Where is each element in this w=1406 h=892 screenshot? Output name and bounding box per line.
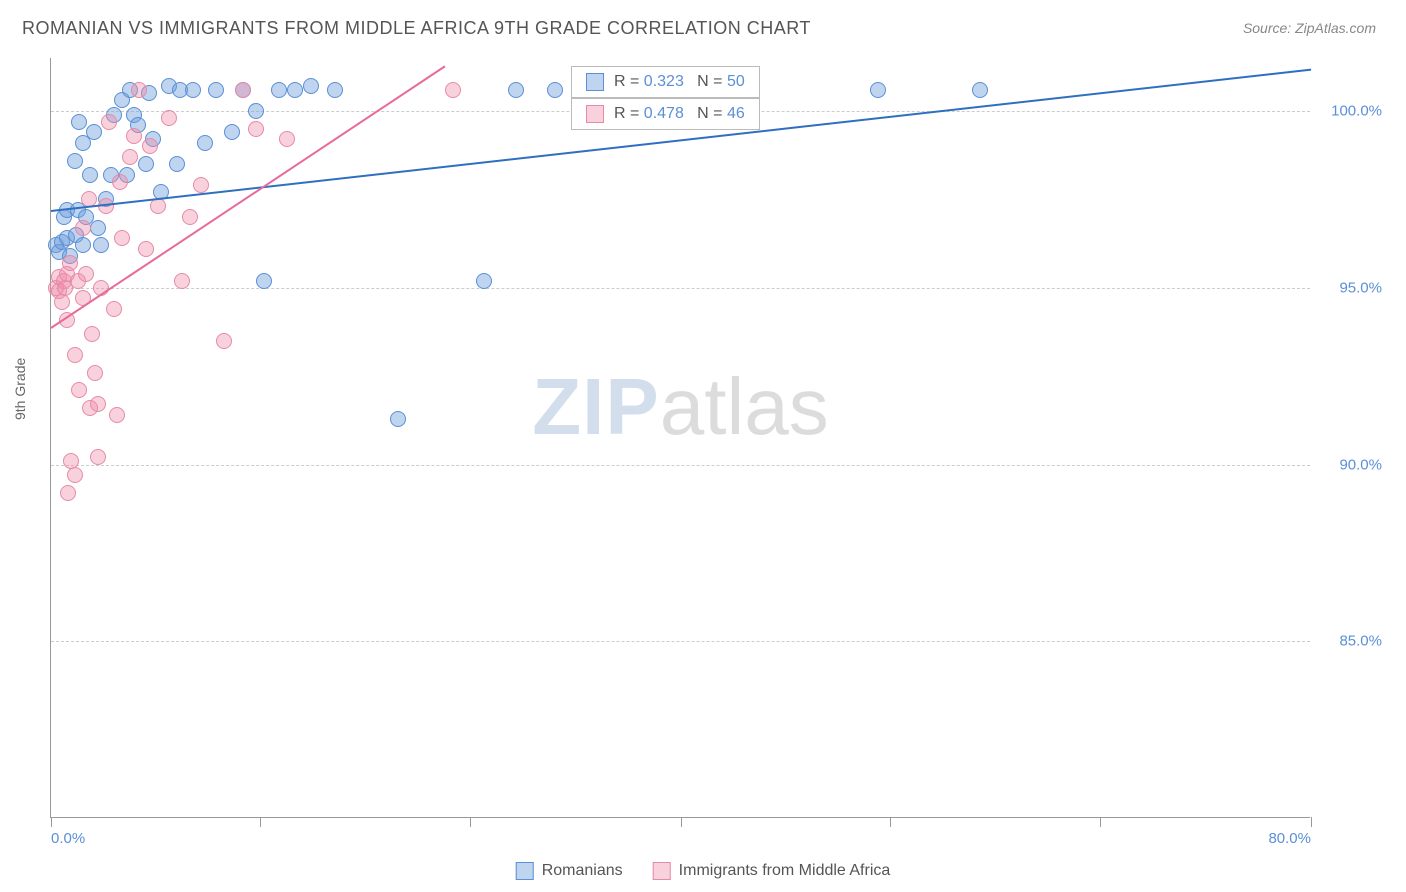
data-point bbox=[138, 156, 154, 172]
x-tick bbox=[1311, 817, 1312, 827]
x-tick bbox=[890, 817, 891, 827]
data-point bbox=[390, 411, 406, 427]
y-tick-label: 85.0% bbox=[1322, 633, 1382, 650]
legend-item: Romanians bbox=[516, 862, 623, 880]
data-point bbox=[182, 209, 198, 225]
watermark-part1: ZIP bbox=[532, 362, 659, 451]
data-point bbox=[193, 177, 209, 193]
data-point bbox=[279, 131, 295, 147]
data-point bbox=[197, 135, 213, 151]
y-tick-label: 90.0% bbox=[1322, 456, 1382, 473]
data-point bbox=[547, 82, 563, 98]
data-point bbox=[508, 82, 524, 98]
legend-stats-text: R = 0.323 N = 50 bbox=[614, 73, 745, 91]
data-point bbox=[67, 153, 83, 169]
data-point bbox=[54, 294, 70, 310]
data-point bbox=[256, 273, 272, 289]
watermark-part2: atlas bbox=[660, 362, 829, 451]
data-point bbox=[82, 167, 98, 183]
scatter-plot-area: ZIPatlas 100.0%95.0%90.0%85.0%0.0%80.0%R… bbox=[50, 58, 1310, 818]
data-point bbox=[248, 121, 264, 137]
y-tick-label: 100.0% bbox=[1322, 103, 1382, 120]
data-point bbox=[84, 326, 100, 342]
data-point bbox=[86, 124, 102, 140]
data-point bbox=[114, 230, 130, 246]
data-point bbox=[445, 82, 461, 98]
bottom-legend: Romanians Immigrants from Middle Africa bbox=[516, 862, 891, 880]
data-point bbox=[161, 110, 177, 126]
data-point bbox=[142, 138, 158, 154]
data-point bbox=[870, 82, 886, 98]
data-point bbox=[60, 485, 76, 501]
legend-label: Immigrants from Middle Africa bbox=[679, 862, 891, 880]
data-point bbox=[75, 220, 91, 236]
data-point bbox=[90, 396, 106, 412]
data-point bbox=[62, 255, 78, 271]
gridline bbox=[51, 641, 1310, 642]
data-point bbox=[150, 198, 166, 214]
data-point bbox=[122, 149, 138, 165]
x-tick bbox=[51, 817, 52, 827]
gridline bbox=[51, 465, 1310, 466]
x-tick bbox=[1100, 817, 1101, 827]
x-tick bbox=[681, 817, 682, 827]
data-point bbox=[93, 237, 109, 253]
x-tick-label: 80.0% bbox=[1268, 830, 1311, 847]
data-point bbox=[109, 407, 125, 423]
legend-swatch bbox=[516, 862, 534, 880]
data-point bbox=[208, 82, 224, 98]
legend-swatch bbox=[653, 862, 671, 880]
legend-swatch bbox=[586, 105, 604, 123]
gridline bbox=[51, 288, 1310, 289]
x-tick bbox=[470, 817, 471, 827]
data-point bbox=[185, 82, 201, 98]
data-point bbox=[90, 220, 106, 236]
data-point bbox=[476, 273, 492, 289]
data-point bbox=[327, 82, 343, 98]
data-point bbox=[131, 82, 147, 98]
data-point bbox=[106, 301, 122, 317]
data-point bbox=[303, 78, 319, 94]
stats-legend-row: R = 0.323 N = 50 bbox=[571, 66, 760, 98]
source-attribution: Source: ZipAtlas.com bbox=[1243, 20, 1376, 36]
data-point bbox=[67, 467, 83, 483]
data-point bbox=[174, 273, 190, 289]
legend-stats-text: R = 0.478 N = 46 bbox=[614, 105, 745, 123]
data-point bbox=[235, 82, 251, 98]
legend-label: Romanians bbox=[542, 862, 623, 880]
legend-item: Immigrants from Middle Africa bbox=[653, 862, 891, 880]
data-point bbox=[224, 124, 240, 140]
data-point bbox=[71, 114, 87, 130]
watermark: ZIPatlas bbox=[532, 361, 828, 453]
data-point bbox=[271, 82, 287, 98]
data-point bbox=[67, 347, 83, 363]
data-point bbox=[169, 156, 185, 172]
x-tick-label: 0.0% bbox=[51, 830, 85, 847]
stats-legend-row: R = 0.478 N = 46 bbox=[571, 98, 760, 130]
data-point bbox=[71, 382, 87, 398]
data-point bbox=[98, 198, 114, 214]
data-point bbox=[248, 103, 264, 119]
data-point bbox=[75, 237, 91, 253]
data-point bbox=[101, 114, 117, 130]
data-point bbox=[287, 82, 303, 98]
data-point bbox=[90, 449, 106, 465]
data-point bbox=[87, 365, 103, 381]
x-tick bbox=[260, 817, 261, 827]
data-point bbox=[972, 82, 988, 98]
data-point bbox=[78, 266, 94, 282]
data-point bbox=[138, 241, 154, 257]
data-point bbox=[216, 333, 232, 349]
data-point bbox=[126, 128, 142, 144]
chart-title: ROMANIAN VS IMMIGRANTS FROM MIDDLE AFRIC… bbox=[22, 18, 811, 39]
y-tick-label: 95.0% bbox=[1322, 279, 1382, 296]
data-point bbox=[112, 174, 128, 190]
y-axis-label: 9th Grade bbox=[12, 358, 28, 420]
legend-swatch bbox=[586, 73, 604, 91]
